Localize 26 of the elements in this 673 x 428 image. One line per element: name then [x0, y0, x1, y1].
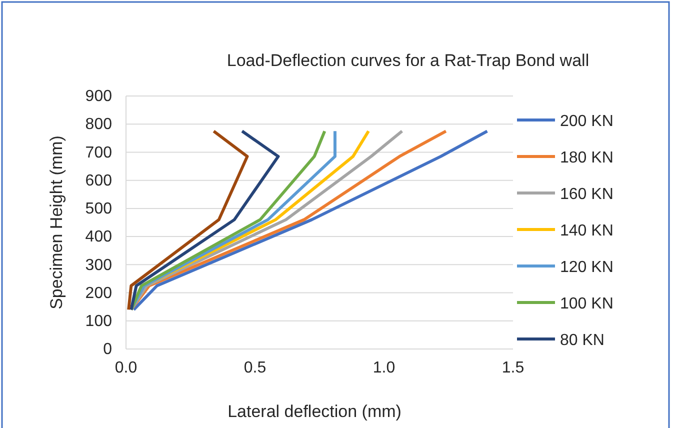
legend-label: 80 KN [560, 332, 604, 349]
x-tick-label: 0.0 [114, 359, 138, 376]
line-series [130, 130, 280, 312]
y-tick-label: 400 [85, 228, 112, 246]
y-tick-label: 100 [85, 313, 112, 330]
y-tick-label: 600 [85, 172, 112, 190]
y-axis-title: Specimen Height (mm) [47, 136, 66, 310]
y-tick-label: 700 [85, 144, 112, 162]
y-tick-label: 200 [85, 284, 112, 302]
x-axis-title: Lateral deflection (mm) [228, 402, 402, 421]
y-tick-label: 900 [85, 88, 112, 106]
chart-title: Load-Deflection curves for a Rat-Trap Bond wall [226, 51, 590, 70]
y-tick-label: 300 [85, 256, 112, 274]
y-tick-label: 0 [103, 341, 112, 358]
legend-label: 120 KN [560, 259, 614, 276]
line-series [127, 130, 249, 312]
x-tick-label: 1.0 [372, 359, 396, 376]
x-tick-label: 1.5 [502, 359, 524, 376]
x-tick-label: 0.5 [244, 359, 266, 376]
legend-label: 200 KN [560, 113, 614, 130]
legend-label: 100 KN [560, 296, 614, 312]
legend-label: 180 KN [560, 150, 614, 166]
y-tick-label: 800 [85, 116, 112, 134]
y-tick-label: 500 [85, 200, 112, 218]
legend-label: 140 KN [560, 222, 614, 240]
legend-label: 160 KN [560, 186, 614, 203]
